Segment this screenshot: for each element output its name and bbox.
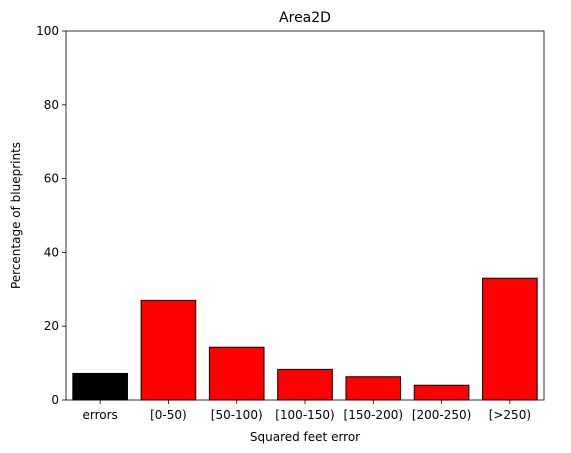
y-axis-ticks: 0 20 40 60 80 100 [36, 24, 66, 407]
x-axis-label: Squared feet error [250, 430, 360, 444]
bar-1 [140, 299, 197, 401]
x-tick-label-3: [100-150) [275, 408, 335, 422]
bar-0 [72, 372, 128, 401]
bar-6 [482, 277, 538, 401]
x-tick-label-6: [>250) [489, 408, 531, 422]
x-tick-label-5: [200-250) [412, 408, 472, 422]
y-tick-label-4: 80 [44, 98, 59, 112]
y-tick-label-0: 0 [51, 393, 59, 407]
x-tick-label-4: [150-200) [344, 408, 404, 422]
x-tick-label-0: errors [82, 408, 117, 422]
bars-group [72, 277, 538, 401]
y-tick-label-2: 40 [44, 245, 59, 259]
bar-3 [277, 368, 333, 401]
plot-frame [65, 30, 545, 401]
y-tick-label-3: 60 [44, 172, 59, 186]
bar-2 [208, 346, 265, 401]
y-tick-label-1: 20 [44, 319, 59, 333]
y-axis-label: Percentage of blueprints [9, 142, 23, 289]
x-tick-label-2: [50-100) [211, 408, 263, 422]
bar-4 [345, 376, 402, 401]
y-tick-label-5: 100 [36, 24, 59, 38]
x-axis-ticks: errors [0-50) [50-100) [100-150) [150-200) [2… [82, 400, 531, 422]
x-tick-label-1: [0-50) [150, 408, 187, 422]
chart-title: Area2D [279, 10, 331, 26]
bar-5 [413, 384, 470, 401]
